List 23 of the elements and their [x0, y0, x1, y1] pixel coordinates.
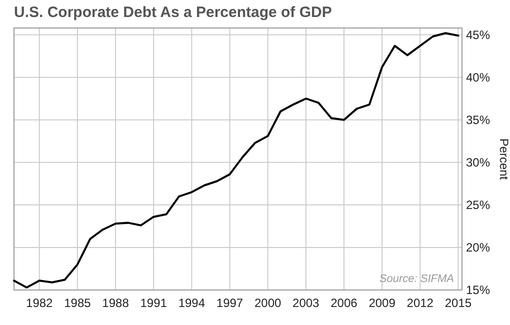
annotation: Source: SIFMA [379, 273, 454, 285]
x-tick-label: 1991 [140, 296, 168, 310]
x-tick-label: 2015 [444, 296, 472, 310]
y-axis-title: Percent [497, 138, 510, 180]
y-tick-label: 15% [466, 283, 490, 297]
x-tick-label: 1985 [64, 296, 92, 310]
y-tick-label: 40% [466, 70, 490, 84]
x-tick-label: 1982 [26, 296, 54, 310]
y-tick-label: 35% [466, 112, 490, 127]
line-series [13, 32, 460, 288]
y-tick-label: 30% [466, 155, 490, 170]
x-tick-label: 1988 [102, 296, 130, 310]
chart-title: U.S. Corporate Debt As a Percentage of GDP [14, 4, 332, 21]
x-tick-label: 2006 [330, 296, 358, 310]
x-tick-label: 2000 [254, 296, 282, 310]
y-tick-label: 20% [466, 240, 490, 254]
y-tick-label: 45% [466, 28, 490, 42]
x-tick-label: 2003 [292, 296, 320, 310]
x-tick-label: 2012 [406, 296, 434, 310]
y-tick-label: 25% [466, 198, 490, 212]
x-tick-label: 1994 [178, 296, 206, 310]
x-tick-label: 2009 [368, 296, 396, 310]
x-tick-label: 1997 [216, 296, 244, 310]
